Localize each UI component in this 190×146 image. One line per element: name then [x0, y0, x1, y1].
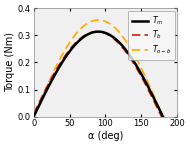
Line: $T_m$: $T_m$	[34, 32, 163, 117]
$T_m$	[109, 34, 111, 36]
$T_{o-b}$	[97, 19, 99, 21]
$T_m$	[162, 116, 164, 118]
$T_{o-b}$	[119, 32, 121, 34]
Line: $T_{o-b}$: $T_{o-b}$	[34, 20, 163, 117]
$T_m$	[55, 71, 58, 73]
$T_b$	[91, 31, 93, 33]
$T_b$	[32, 113, 35, 114]
Line: $T_b$: $T_b$	[34, 32, 163, 117]
$T_{o-b}$	[91, 20, 93, 22]
$T_m$	[32, 116, 35, 118]
$T_b$	[96, 31, 98, 33]
$T_b$	[119, 44, 121, 46]
Legend: $T_m$, $T_b$, $T_{o-b}$: $T_m$, $T_b$, $T_{o-b}$	[128, 11, 175, 60]
$T_b$	[55, 68, 58, 70]
$T_b$	[161, 116, 163, 118]
$T_m$	[119, 42, 121, 44]
$T_{o-b}$	[162, 116, 164, 118]
$T_{o-b}$	[130, 48, 132, 50]
$T_m$	[91, 32, 93, 33]
$T_b$	[109, 35, 111, 37]
$T_b$	[130, 59, 132, 60]
$T_{o-b}$	[109, 23, 111, 25]
$T_b$	[162, 116, 164, 118]
$T_b$	[66, 52, 68, 54]
$T_{o-b}$	[32, 116, 35, 118]
X-axis label: α (deg): α (deg)	[88, 131, 123, 141]
$T_{o-b}$	[66, 46, 68, 48]
$T_m$	[97, 31, 99, 33]
$T_m$	[66, 54, 68, 56]
$T_{o-b}$	[55, 65, 58, 66]
$T_m$	[130, 57, 132, 58]
Y-axis label: Torque (Nm): Torque (Nm)	[5, 32, 15, 92]
